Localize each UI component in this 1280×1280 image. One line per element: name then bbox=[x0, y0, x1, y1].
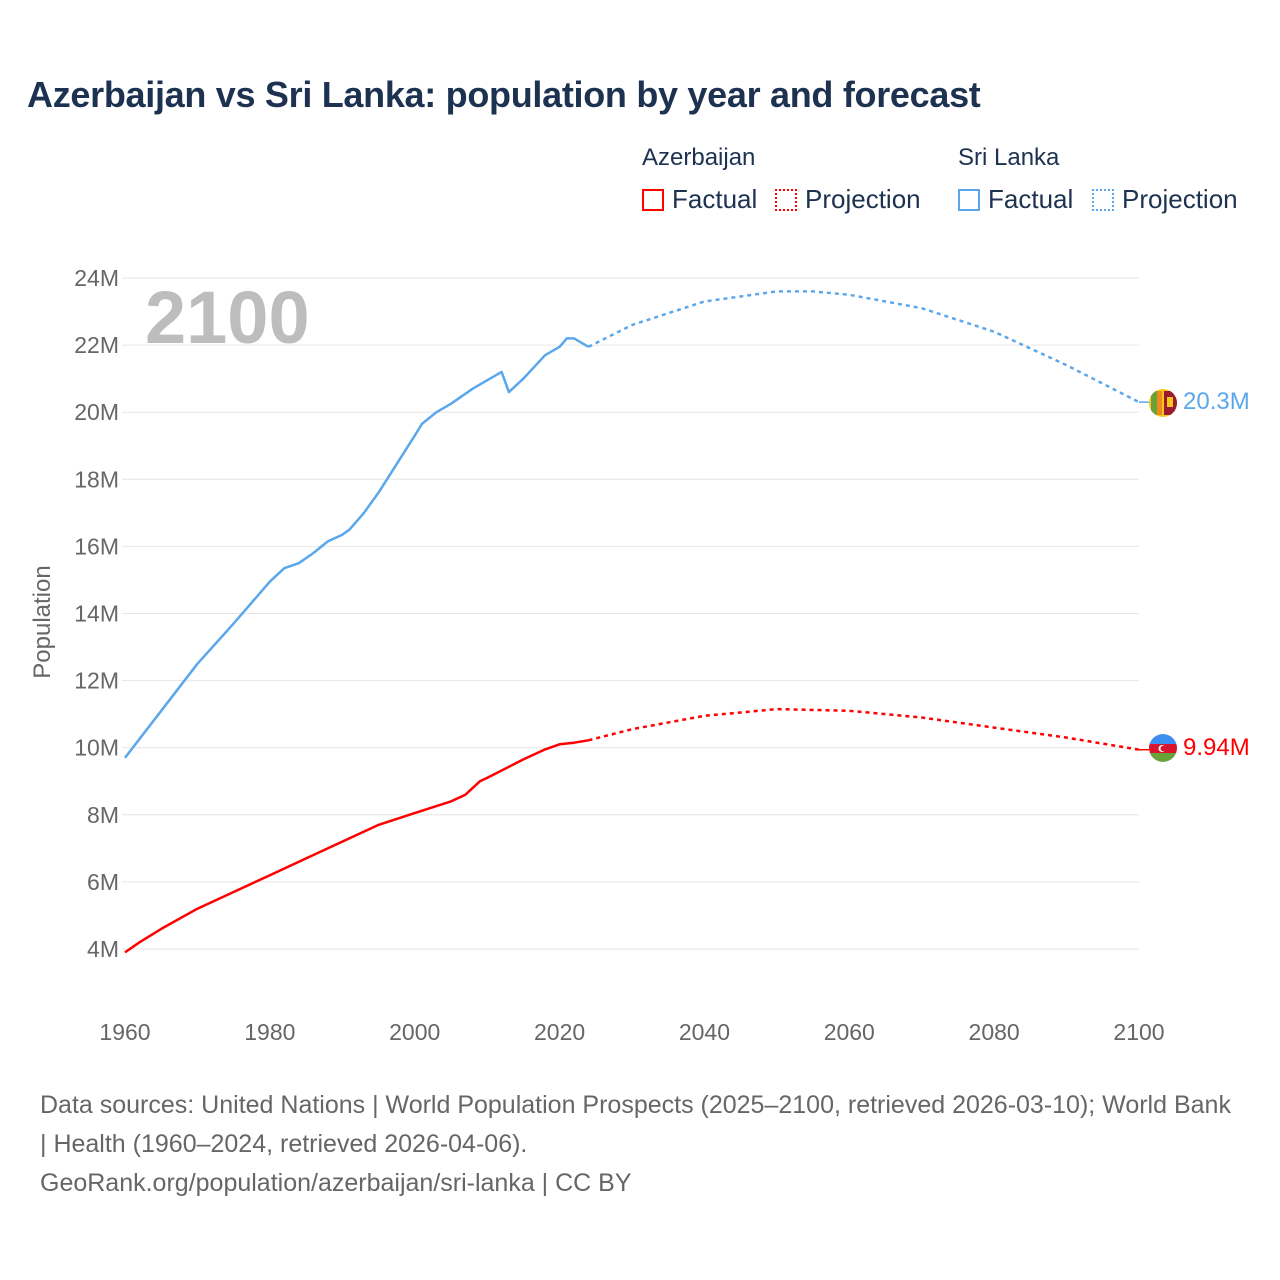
source-link[interactable]: GeoRank.org/population/azerbaijan/sri-la… bbox=[40, 1169, 632, 1197]
x-tick-label: 2080 bbox=[969, 1019, 1020, 1045]
x-tick-label: 2000 bbox=[389, 1019, 440, 1045]
legend-group-sri-lanka: Sri Lanka bbox=[958, 144, 1060, 171]
azerbaijan-factual-line bbox=[124, 739, 589, 954]
y-tick-label: 16M bbox=[74, 533, 119, 559]
data-sources: Data sources: United Nations | World Pop… bbox=[40, 1091, 1231, 1158]
y-tick-label: 20M bbox=[74, 399, 119, 425]
azerbaijan-projection-line bbox=[588, 707, 1140, 751]
page-title: Azerbaijan vs Sri Lanka: population by y… bbox=[27, 74, 981, 115]
legend-swatch-solid bbox=[642, 188, 664, 211]
year-overlay: 2100 bbox=[145, 276, 310, 359]
legend-group-azerbaijan: Azerbaijan bbox=[642, 144, 756, 171]
y-tick-label: 14M bbox=[74, 601, 119, 627]
y-tick-label: 22M bbox=[74, 332, 119, 358]
y-tick-label: 18M bbox=[74, 466, 119, 492]
y-axis-label: Population bbox=[29, 565, 56, 678]
legend-swatch-solid bbox=[958, 188, 980, 211]
y-tick-label: 24M bbox=[74, 265, 119, 291]
x-tick-label: 2040 bbox=[679, 1019, 730, 1045]
sri-lanka-projection-line bbox=[587, 290, 1140, 404]
azerbaijan-flag-icon bbox=[1149, 734, 1177, 762]
legend-swatch-dotted bbox=[775, 188, 797, 211]
footer: Data sources: United Nations | World Pop… bbox=[40, 1086, 1240, 1203]
y-tick-label: 6M bbox=[87, 869, 119, 895]
legend-sri-lanka-projection[interactable]: Projection bbox=[1092, 184, 1238, 215]
y-tick-label: 12M bbox=[74, 668, 119, 694]
x-tick-label: 1980 bbox=[244, 1019, 295, 1045]
legend-label: Factual bbox=[988, 184, 1074, 214]
x-tick-label: 2100 bbox=[1113, 1019, 1164, 1045]
legend-label: Factual bbox=[672, 184, 758, 214]
legend-azerbaijan-factual[interactable]: Factual bbox=[642, 184, 757, 215]
y-tick-label: 8M bbox=[87, 802, 119, 828]
sri-lanka-factual-line bbox=[124, 337, 590, 759]
legend-sri-lanka-factual[interactable]: Factual bbox=[958, 184, 1073, 215]
legend-label: Projection bbox=[1122, 184, 1238, 214]
x-tick-label: 1960 bbox=[99, 1019, 150, 1045]
x-tick-label: 2060 bbox=[824, 1019, 875, 1045]
legend-label: Projection bbox=[805, 184, 921, 214]
sri-lanka-end-label: 20.3M bbox=[1183, 388, 1250, 415]
sri-lanka-flag-icon bbox=[1149, 389, 1177, 417]
azerbaijan-end-label: 9.94M bbox=[1183, 734, 1250, 761]
x-tick-label: 2020 bbox=[534, 1019, 585, 1045]
legend-azerbaijan-projection[interactable]: Projection bbox=[775, 184, 921, 215]
y-tick-label: 4M bbox=[87, 936, 119, 962]
legend-swatch-dotted bbox=[1092, 188, 1114, 211]
y-tick-label: 10M bbox=[74, 735, 119, 761]
